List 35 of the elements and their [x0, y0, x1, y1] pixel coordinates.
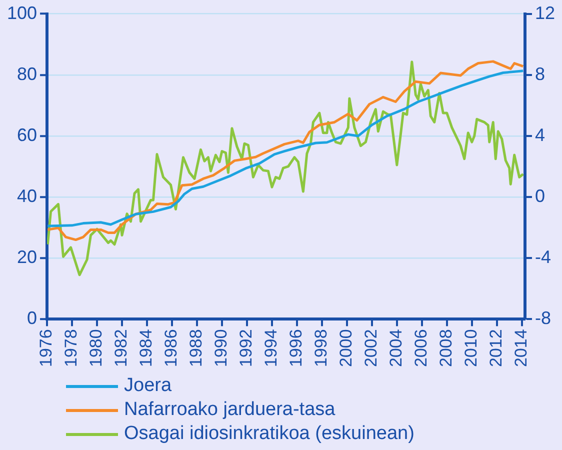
x-tick-label: 2014: [512, 329, 531, 368]
x-tick-label: 1994: [262, 329, 281, 368]
legend-label: Osagai idiosinkratikoa (eskuinean): [124, 422, 414, 446]
legend-label: Nafarroako jarduera-tasa: [124, 398, 336, 422]
y2-tick-label: -8: [534, 308, 551, 328]
x-tick-label: 1988: [186, 329, 206, 368]
y2-tick-label: 12: [534, 2, 556, 23]
x-tick-label: 1992: [236, 329, 256, 368]
x-tick-label: 2004: [386, 329, 406, 368]
x-tick-label: 1984: [136, 329, 156, 368]
x-tick-label: 1982: [112, 329, 131, 368]
y-tick-label: 40: [17, 186, 38, 206]
x-tick-label: 2000: [336, 329, 356, 368]
x-tick-label: 1980: [86, 329, 106, 368]
y-tick-label: 20: [17, 247, 38, 268]
y-tick-label: 80: [17, 64, 38, 84]
y2-tick-label: 4: [534, 124, 545, 145]
x-tick-label: 2010: [462, 329, 481, 368]
x-tick-label: 1976: [36, 329, 56, 368]
y-tick-label: 60: [17, 124, 38, 145]
y2-tick-label: 8: [534, 64, 545, 84]
x-tick-label: 1996: [286, 329, 306, 368]
x-tick-label: 2006: [412, 329, 431, 368]
x-tick-label: 2012: [486, 329, 506, 368]
x-tick-label: 1990: [212, 329, 231, 368]
x-tick-label: 1978: [62, 329, 81, 368]
x-tick-label: 1998: [312, 329, 331, 368]
y2-tick-label: -4: [534, 247, 551, 268]
legend-label: Joera: [124, 374, 172, 398]
y-tick-label: 100: [6, 2, 38, 23]
y2-tick-label: 0: [534, 186, 545, 206]
x-tick-label: 2002: [362, 329, 381, 368]
x-tick-label: 2008: [436, 329, 456, 368]
x-tick-label: 1986: [162, 329, 181, 368]
y-tick-label: 0: [27, 308, 38, 328]
